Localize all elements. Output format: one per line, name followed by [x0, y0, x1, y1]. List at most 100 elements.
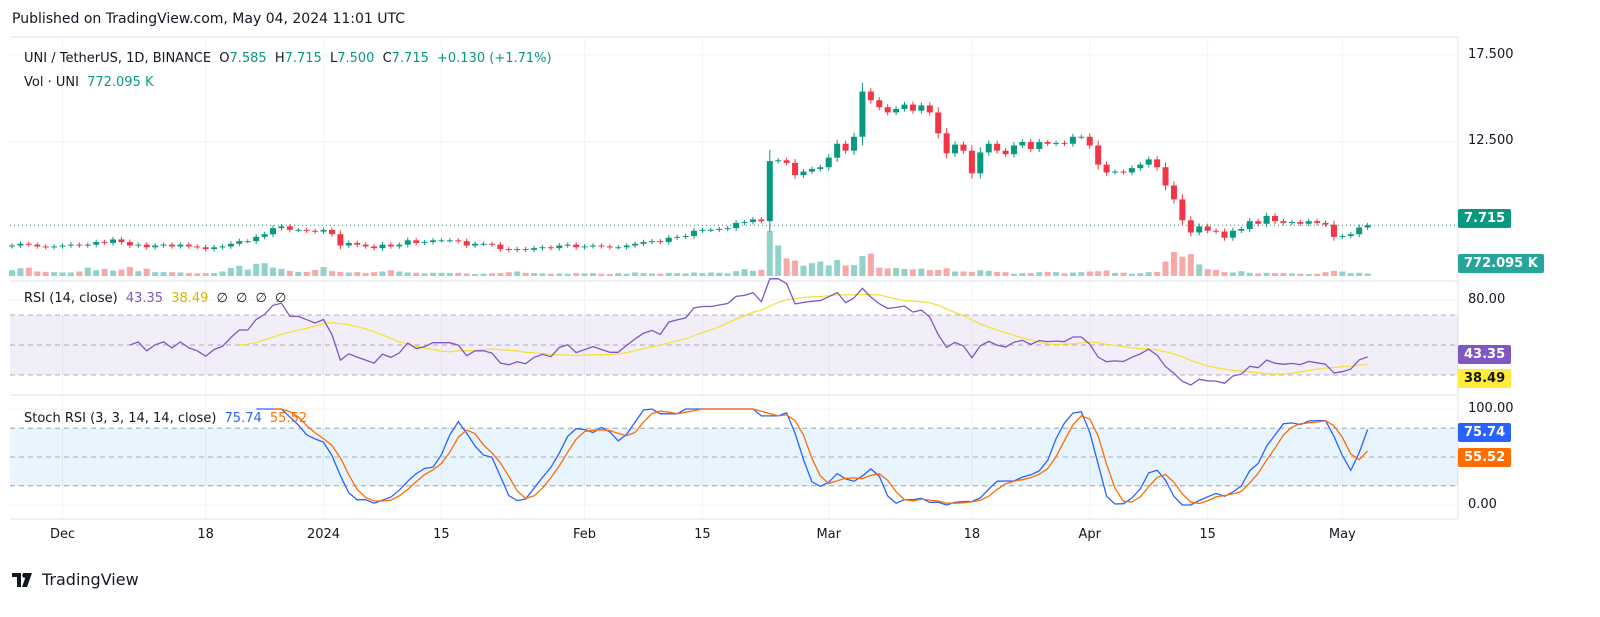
volume-bar — [783, 258, 790, 276]
volume-bar — [800, 265, 807, 276]
candle-body — [270, 228, 277, 235]
candle-body — [665, 237, 672, 243]
volume-bar — [775, 245, 782, 276]
volume-bar — [17, 268, 24, 276]
candle-body — [42, 246, 49, 248]
volume-bar — [76, 271, 83, 276]
volume-bar — [994, 271, 1001, 276]
volume-bar — [278, 268, 285, 276]
candle-body — [724, 228, 731, 230]
volume-bar — [430, 272, 436, 276]
volume-bar — [1221, 272, 1228, 276]
volume-bar — [573, 273, 580, 276]
stoch-tick: 100.00 — [1468, 401, 1514, 416]
candle-body — [1061, 142, 1068, 144]
time-tick-label: 15 — [694, 527, 711, 542]
rsi-title[interactable]: RSI (14, close) — [24, 291, 118, 306]
candle-body — [84, 244, 91, 246]
volume-bar — [1305, 274, 1312, 276]
last-price-tag: 7.715 — [1458, 209, 1512, 228]
candle-body — [1078, 136, 1085, 138]
volume-bar — [387, 270, 394, 276]
candle-body — [1221, 231, 1228, 238]
candle-body — [1002, 150, 1009, 155]
candle-body — [278, 226, 285, 229]
close-label: C — [382, 51, 392, 66]
volume-bar — [480, 273, 487, 276]
volume-bar — [67, 272, 74, 276]
candle-body — [67, 244, 74, 246]
volume-label[interactable]: Vol · UNI — [24, 75, 79, 90]
candle-body — [766, 161, 773, 222]
stoch-title[interactable]: Stoch RSI (3, 3, 14, 14, close) — [24, 411, 217, 426]
volume-bar — [505, 272, 512, 276]
candle-body — [505, 249, 512, 251]
candle-body — [1044, 142, 1051, 144]
candle-body — [775, 160, 782, 162]
candle-body — [371, 246, 378, 249]
low-value: 7.500 — [337, 51, 375, 66]
stoch-k-tag: 75.74 — [1458, 423, 1512, 442]
volume-bar — [244, 269, 251, 276]
volume-bar — [455, 272, 462, 276]
volume-bar — [564, 273, 571, 276]
candle-body — [1330, 224, 1337, 237]
volume-bar — [665, 272, 672, 276]
stoch-k-line — [256, 408, 1369, 506]
candle-body — [842, 143, 849, 151]
tradingview-logo[interactable]: TradingView — [12, 570, 139, 589]
candle-body — [185, 244, 192, 247]
volume-bar — [328, 271, 335, 276]
candle-body — [135, 244, 142, 246]
candle-body — [581, 246, 588, 248]
volume-bar — [943, 268, 950, 276]
volume-bar — [1238, 271, 1245, 276]
volume-bar — [1019, 273, 1026, 276]
time-tick-label: 2024 — [306, 527, 341, 542]
rsi-extra: ∅ — [274, 291, 287, 306]
candle-body — [547, 247, 554, 249]
candle-body — [488, 243, 495, 245]
volume-bar — [918, 268, 925, 276]
candle-body — [674, 236, 681, 238]
time-tick-label: 18 — [963, 527, 981, 542]
candle-body — [825, 157, 832, 168]
volume-bar — [589, 273, 596, 276]
volume-bar — [1272, 273, 1278, 276]
volume-bar — [1061, 273, 1068, 276]
volume-bar — [531, 273, 538, 276]
candle-body — [1027, 142, 1034, 149]
stoch-rsi-lines — [256, 408, 1369, 506]
volume-bar — [25, 267, 32, 276]
candle-body — [328, 229, 335, 235]
candle-body — [1280, 221, 1287, 223]
candle-body — [741, 222, 748, 224]
stoch-k-value: 75.74 — [224, 411, 262, 426]
volume-bar — [1128, 273, 1135, 276]
volume-bar — [1280, 273, 1287, 276]
volume-bar — [707, 272, 714, 276]
candle-body — [985, 143, 992, 153]
candle-body — [960, 144, 967, 151]
time-tick-label: Mar — [816, 527, 841, 542]
rsi-extra: ∅ — [236, 291, 248, 306]
volume-bar — [354, 272, 361, 276]
candle-body — [522, 249, 529, 251]
volume-bar — [522, 272, 529, 276]
stoch-d-value: 55.52 — [269, 411, 308, 426]
candle-body — [1187, 220, 1194, 233]
candle-body — [952, 144, 959, 154]
volume-bar — [1145, 272, 1152, 276]
volume-bar — [1078, 272, 1085, 276]
candle-body — [303, 229, 310, 231]
candle-body — [202, 247, 209, 250]
volume-bar — [345, 272, 352, 276]
candle-body — [194, 246, 201, 248]
candle-body — [168, 244, 175, 247]
candle-body — [396, 244, 403, 247]
symbol-title[interactable]: UNI / TetherUS, 1D, BINANCE — [24, 51, 212, 66]
volume-bar — [539, 273, 546, 276]
candle-body — [1305, 221, 1312, 224]
candle-body — [531, 248, 538, 250]
